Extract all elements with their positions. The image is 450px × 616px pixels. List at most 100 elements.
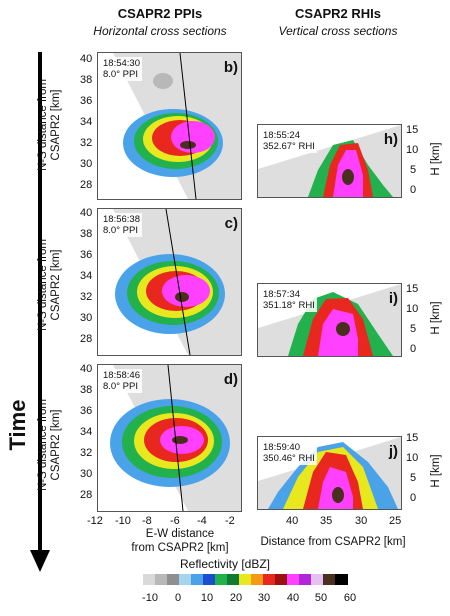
ppi-ytick: 36	[80, 405, 93, 417]
rhi-ytick: 10	[406, 144, 419, 156]
rhi-xtick: 35	[320, 515, 333, 527]
ppi-scan-d: 8.0° PPI	[103, 381, 138, 392]
rhi-ylabel-j: H [km]	[430, 454, 442, 488]
ppi-ytick: 32	[80, 291, 93, 303]
rhi-ytick: 15	[406, 124, 419, 136]
time-label: Time	[5, 399, 30, 451]
rhi-label-i: 18:57:34 351.18° RHI	[261, 288, 317, 312]
rhi-ytick: 15	[406, 432, 419, 444]
time-arrow-head	[30, 550, 50, 572]
colorbar-swatch	[287, 574, 300, 585]
ppi-image-d	[110, 365, 241, 511]
rhi-scan-i: 351.18° RHI	[263, 300, 315, 311]
ppi-panel-d: 18:58:46 8.0° PPI d)	[97, 364, 242, 512]
ppi-panel-b: 18:54:30 8.0° PPI b)	[97, 52, 242, 200]
colorbar-tick: 0	[174, 592, 182, 604]
colorbar-swatch	[299, 574, 312, 585]
ppi-ytick: 28	[80, 489, 93, 501]
rhi-column-title: CSAPR2 RHIs	[295, 6, 381, 21]
ppi-ylabel-3: N-S distance from CSAPR2 [km]	[37, 398, 62, 492]
colorbar-tick: 50	[314, 592, 328, 604]
rhi-ytick: 0	[410, 343, 417, 355]
colorbar-swatch	[275, 574, 288, 585]
rhi-column-subtitle: Vertical cross sections	[278, 24, 398, 38]
colorbar-tick: 10	[200, 592, 214, 604]
ppi-ytick: 40	[80, 207, 93, 219]
rhi-panel-j: 18:59:40 350.46° RHI j)	[257, 436, 402, 510]
ppi-letter-c: c)	[224, 215, 238, 232]
ppi-scan-b: 8.0° PPI	[103, 69, 138, 80]
colorbar-swatch	[191, 574, 204, 585]
colorbar-tick: 20	[229, 592, 243, 604]
colorbar-swatch	[263, 574, 276, 585]
ppi-ytick: 32	[80, 447, 93, 459]
ppi-label-c: 18:56:38 8.0° PPI	[101, 213, 142, 237]
colorbar-swatch	[203, 574, 216, 585]
ppi-letter-b: b)	[223, 59, 238, 76]
rhi-letter-h: h)	[383, 131, 398, 148]
ppi-ytick: 30	[80, 158, 93, 170]
rhi-ytick: 0	[410, 184, 417, 196]
rhi-time-h: 18:55:24	[263, 130, 300, 141]
ppi-ytick: 34	[80, 116, 93, 128]
rhi-xlabel: Distance from CSAPR2 [km]	[260, 536, 406, 548]
ppi-xlabel-line1: E-W distance	[145, 528, 215, 540]
rhi-ytick: 10	[406, 452, 419, 464]
rhi-xtick: 30	[355, 515, 368, 527]
ppi-letter-d: d)	[223, 371, 238, 388]
ppi-xlabel-line2: from CSAPR2 [km]	[131, 542, 229, 554]
ppi-ytick: 38	[80, 384, 93, 396]
colorbar-swatch	[179, 574, 192, 585]
ppi-ytick: 30	[80, 312, 93, 324]
colorbar-swatch	[143, 574, 156, 585]
rhi-ytick: 10	[406, 303, 419, 315]
ppi-xtick: -2	[225, 515, 235, 527]
ppi-ytick: 34	[80, 270, 93, 282]
rhi-scan-h: 352.67° RHI	[263, 141, 315, 152]
ppi-xtick: -4	[197, 515, 207, 527]
ppi-xtick: -6	[170, 515, 180, 527]
rhi-ylabel-h: H [km]	[430, 142, 442, 176]
colorbar-swatch	[323, 574, 336, 585]
colorbar-tick: 60	[343, 592, 357, 604]
ppi-column-title: CSAPR2 PPIs	[117, 6, 203, 21]
rhi-xtick: 40	[286, 515, 299, 527]
rhi-xtick: 25	[389, 515, 402, 527]
ppi-xtick: -10	[115, 515, 131, 527]
ppi-ytick: 32	[80, 137, 93, 149]
ppi-panel-c: 18:56:38 8.0° PPI c)	[97, 208, 242, 356]
colorbar-swatch	[155, 574, 168, 585]
colorbar-swatch	[215, 574, 228, 585]
ppi-ytick: 34	[80, 426, 93, 438]
rhi-image-j	[258, 437, 401, 509]
ppi-xtick: -12	[87, 515, 103, 527]
ppi-ytick: 38	[80, 74, 93, 86]
rhi-ytick: 5	[410, 323, 417, 335]
rhi-ylabel-i: H [km]	[430, 301, 442, 335]
ppi-ylabel-2: N-S distance from CSAPR2 [km]	[37, 238, 62, 332]
colorbar-swatch	[167, 574, 180, 585]
rhi-scan-j: 350.46° RHI	[263, 453, 315, 464]
colorbar-swatch	[251, 574, 264, 585]
colorbar-swatch	[239, 574, 252, 585]
ppi-ytick: 36	[80, 249, 93, 261]
colorbar-title: Reflectivity [dBZ]	[179, 557, 271, 571]
rhi-ytick: 15	[406, 283, 419, 295]
ppi-label-b: 18:54:30 8.0° PPI	[101, 57, 142, 81]
rhi-ytick: 0	[410, 492, 417, 504]
rhi-time-j: 18:59:40	[263, 442, 300, 453]
colorbar	[143, 574, 348, 585]
ppi-ytick: 40	[80, 363, 93, 375]
time-arrow-shaft	[38, 52, 42, 552]
colorbar-tick: 40	[286, 592, 300, 604]
rhi-ytick: 5	[410, 472, 417, 484]
rhi-panel-i: 18:57:34 351.18° RHI i)	[257, 283, 402, 357]
colorbar-swatch	[227, 574, 240, 585]
colorbar-swatch	[335, 574, 348, 585]
ppi-ytick: 36	[80, 95, 93, 107]
colorbar-swatch	[311, 574, 324, 585]
rhi-time-i: 18:57:34	[263, 289, 300, 300]
rhi-label-h: 18:55:24 352.67° RHI	[261, 129, 317, 153]
rhi-image-h	[258, 125, 401, 197]
ppi-time-c: 18:56:38	[103, 214, 140, 225]
